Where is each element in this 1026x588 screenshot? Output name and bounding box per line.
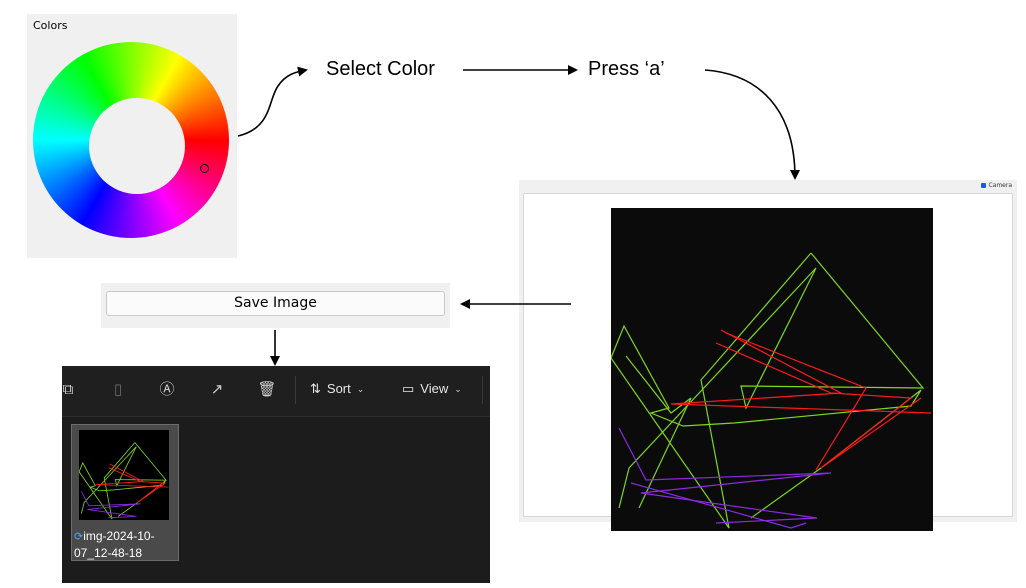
sort-icon: ⇅ bbox=[310, 381, 321, 396]
colors-title: Colors bbox=[33, 19, 68, 32]
chevron-down-icon: ⌄ bbox=[454, 384, 462, 394]
share-icon[interactable]: ↗ bbox=[210, 380, 224, 398]
colors-panel: Colors bbox=[27, 14, 237, 258]
green-stroke bbox=[625, 355, 692, 509]
camera-legend: Camera bbox=[981, 182, 1012, 189]
paste-icon[interactable]: ▯ bbox=[113, 380, 123, 398]
file-name-text: img-2024-10-07_12-48-18 bbox=[74, 529, 155, 560]
copy-icon[interactable]: ⧉ bbox=[62, 380, 74, 398]
view-label: View bbox=[420, 381, 449, 396]
sync-status-icon: ⟳ bbox=[74, 531, 84, 543]
camera-legend-label: Camera bbox=[988, 182, 1012, 189]
camera-window: Camera bbox=[519, 180, 1017, 531]
file-explorer: ⧉ ▯ Ⓐ ↗ 🗑 ⇅ Sort ⌄ ▭ View ⌄ bbox=[62, 366, 490, 583]
red-stroke bbox=[725, 332, 867, 471]
explorer-toolbar: ⧉ ▯ Ⓐ ↗ 🗑 ⇅ Sort ⌄ ▭ View ⌄ bbox=[62, 366, 490, 417]
color-wheel[interactable] bbox=[33, 42, 229, 238]
toolbar-divider bbox=[482, 376, 483, 404]
drawn-lines bbox=[610, 252, 932, 529]
save-image-bar: Save Image bbox=[101, 283, 450, 328]
file-name: ⟳img-2024-10-07_12-48-18 bbox=[74, 528, 178, 561]
color-selector-marker[interactable] bbox=[200, 164, 209, 173]
purple-stroke bbox=[630, 482, 807, 529]
green-stroke bbox=[618, 252, 925, 509]
toolbar-divider bbox=[295, 376, 296, 404]
chevron-down-icon: ⌄ bbox=[356, 384, 365, 394]
select-color-label: Select Color bbox=[326, 58, 435, 80]
purple-stroke bbox=[618, 427, 832, 524]
sort-label: Sort bbox=[326, 381, 351, 396]
red-stroke bbox=[715, 342, 922, 469]
camera-canvas bbox=[523, 193, 1013, 531]
rename-icon[interactable]: Ⓐ bbox=[159, 380, 175, 398]
press-a-label: Press ‘a’ bbox=[588, 58, 665, 80]
delete-icon[interactable]: 🗑 bbox=[257, 380, 277, 398]
arrow-wheel-to-select bbox=[237, 66, 308, 137]
arrow-press-to-camera bbox=[704, 69, 800, 180]
save-image-button[interactable]: Save Image bbox=[106, 291, 445, 316]
file-item[interactable]: ⟳img-2024-10-07_12-48-18 bbox=[71, 424, 179, 561]
thumbnail-lines bbox=[78, 442, 169, 520]
view-icon: ▭ bbox=[402, 381, 415, 396]
camera-legend-swatch bbox=[981, 183, 987, 188]
green-stroke bbox=[610, 252, 922, 529]
sort-button[interactable]: ⇅ Sort ⌄ bbox=[310, 378, 364, 400]
red-stroke bbox=[670, 329, 932, 414]
file-thumbnail bbox=[78, 430, 169, 520]
view-button[interactable]: ▭ View ⌄ bbox=[402, 378, 462, 400]
color-wheel-center bbox=[89, 98, 185, 194]
camera-feed bbox=[610, 208, 933, 531]
